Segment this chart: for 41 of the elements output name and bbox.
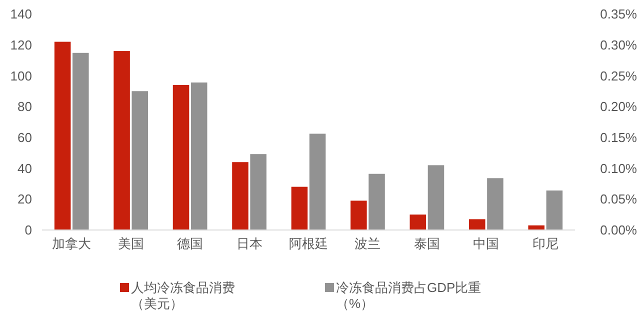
y-tick-label: 100 [10,68,32,84]
bar [309,134,326,230]
y-tick-label: 0 [24,222,32,238]
bar [132,91,148,230]
x-tick-label: 阿根廷 [289,236,328,251]
x-tick-label: 美国 [118,236,144,251]
x-tick-label: 印尼 [532,236,558,251]
bar [468,219,486,230]
bar [410,214,426,230]
x-tick-label: 德国 [177,236,204,251]
y2-tick-label: 0.25% [600,68,638,84]
y-tick-label: 80 [18,99,32,114]
y2-tick-label: 0.35% [600,6,638,22]
y-tick-label: 120 [10,37,32,52]
y2-tick-label: 0.10% [600,160,638,176]
bar [546,190,563,230]
x-tick-label: 泰国 [414,236,440,251]
y2-tick-label: 0.00% [600,222,638,238]
bar [428,165,444,230]
bar [114,51,130,230]
bar [487,178,504,230]
bar [368,174,385,230]
x-tick-label: 中国 [473,236,500,251]
x-tick-label: 波兰 [354,236,381,251]
y-tick-label: 40 [18,160,32,176]
y-tick-label: 60 [18,130,32,145]
bar [250,154,266,230]
bar [72,52,89,230]
legend-label: 人均冷冻食品消费（美元） [131,280,235,311]
y2-tick-label: 0.30% [600,37,638,52]
y2-tick-label: 0.15% [600,130,638,145]
x-tick-label: 加拿大 [52,236,92,251]
y-tick-label: 140 [10,6,32,22]
bar [232,162,248,230]
bar [54,42,71,230]
y2-tick-label: 0.05% [600,192,638,207]
y-tick-label: 20 [18,192,32,207]
y2-tick-label: 0.20% [600,99,638,114]
bar [350,200,367,230]
legend-label: 冷冻食品消费占GDP比重（%） [336,280,482,311]
x-tick-label: 日本 [236,236,262,251]
